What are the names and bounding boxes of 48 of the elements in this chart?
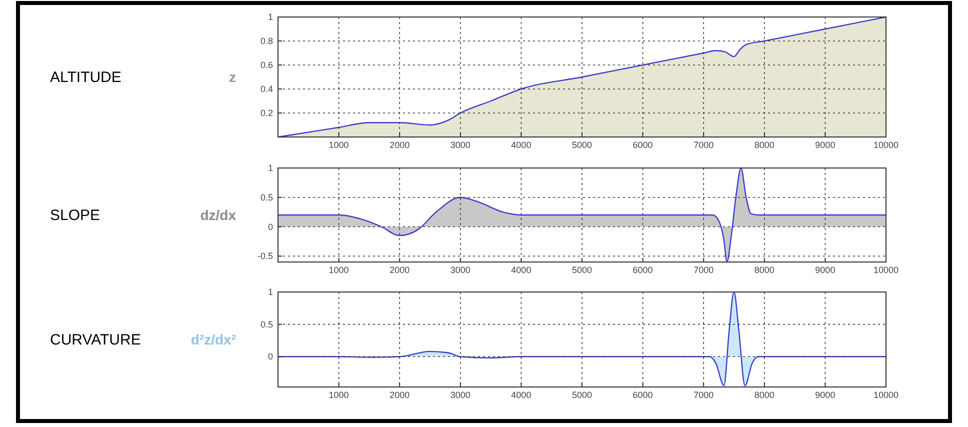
- x-tick-label: 1000: [328, 265, 349, 275]
- x-tick-label: 9000: [815, 140, 836, 150]
- text: ALTITUDE: [50, 69, 122, 86]
- y-tick-label: 0.8: [260, 36, 273, 46]
- y-tick-label: 0.2: [260, 108, 273, 118]
- x-tick-label: 6000: [632, 265, 653, 275]
- x-tick-label: 10000: [873, 390, 899, 400]
- x-tick-label: 3000: [450, 140, 470, 150]
- x-tick-label: 6000: [632, 140, 653, 150]
- x-tick-label: 1000: [328, 140, 349, 150]
- y-tick-label: 0: [268, 222, 273, 232]
- y-tick-label: 0: [268, 352, 273, 362]
- x-tick-label: 10000: [873, 140, 899, 150]
- y-axis-title: d²z/dx²: [190, 332, 236, 348]
- x-tick-label: 5000: [572, 265, 592, 275]
- x-tick-label: 3000: [450, 390, 470, 400]
- y-tick-label: 1: [268, 163, 273, 173]
- x-tick-label: 2000: [390, 390, 410, 400]
- y-tick-label: 0.4: [260, 84, 273, 94]
- x-tick-label: 1000: [328, 390, 349, 400]
- y-tick-label: 1: [268, 287, 273, 297]
- x-tick-label: 2000: [390, 140, 410, 150]
- x-tick-label: 10000: [873, 265, 899, 275]
- x-tick-label: 4000: [511, 390, 532, 400]
- x-tick-label: 6000: [632, 390, 653, 400]
- y-axis-title: z: [229, 69, 236, 85]
- y-tick-label: 0.5: [260, 319, 273, 330]
- x-tick-label: 4000: [511, 140, 532, 150]
- x-tick-label: 9000: [815, 265, 836, 275]
- x-tick-label: 7000: [694, 140, 714, 150]
- x-tick-label: 7000: [694, 390, 714, 400]
- x-tick-label: 7000: [694, 265, 714, 275]
- x-tick-label: 8000: [754, 390, 774, 400]
- x-tick-label: 2000: [390, 265, 410, 275]
- x-tick-label: 9000: [815, 390, 836, 400]
- x-tick-label: 8000: [754, 265, 774, 275]
- x-tick-label: 4000: [511, 265, 532, 275]
- text: CURVATURE: [50, 332, 141, 348]
- y-tick-label: 1: [268, 12, 273, 22]
- x-tick-label: 5000: [572, 390, 592, 400]
- x-tick-label: 5000: [572, 140, 592, 150]
- y-tick-label: 0.6: [260, 60, 273, 70]
- text: SLOPE: [50, 207, 100, 224]
- y-tick-label: 0.5: [260, 192, 273, 202]
- x-tick-label: 3000: [450, 265, 470, 275]
- y-axis-title: dz/dx: [200, 207, 236, 223]
- x-tick-label: 8000: [754, 140, 774, 150]
- y-tick-label: -0.5: [257, 251, 273, 262]
